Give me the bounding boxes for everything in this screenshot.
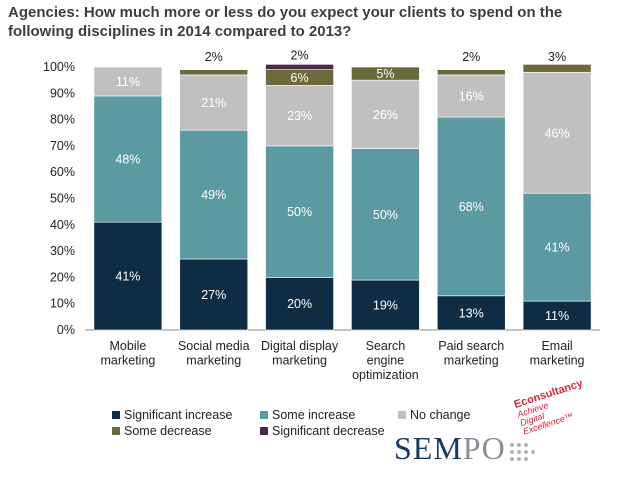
bar-segment [436,69,506,76]
bar-segment [522,300,592,331]
y-tick-label: 90% [50,86,75,100]
bar-segment [179,129,249,260]
legend-item: Significant increase [112,408,232,422]
bar-segment [265,277,334,331]
bar-segment [351,66,420,81]
bar-segment [436,295,506,331]
data-label: 26% [373,108,398,122]
y-tick-label: 70% [50,139,75,153]
legend-item: Some decrease [112,424,212,438]
y-tick-label: 20% [50,270,75,284]
x-tick-label: marketing [530,354,585,368]
data-label: 2% [291,48,309,62]
y-tick-label: 0% [57,323,75,337]
chart-title: Agencies: How much more or less do you e… [8,4,563,40]
data-label: 50% [287,205,312,219]
x-tick-label: marketing [100,354,155,368]
y-tick-label: 10% [50,297,75,311]
x-tick-label: Social media [178,339,250,353]
data-label: 6% [291,71,309,85]
legend-item: Significant decrease [260,424,385,438]
y-tick-label: 100% [43,60,75,74]
y-tick-label: 60% [50,165,75,179]
y-tick-label: 80% [50,113,75,127]
data-label: 46% [545,126,570,140]
data-label: 20% [287,297,312,311]
legend-swatch [112,411,120,419]
legend-label: Some decrease [124,424,212,438]
bar-segment [522,64,592,73]
sempo-logo-part1: SEM [394,430,463,466]
data-label: 3% [548,50,566,64]
data-label: 50% [373,208,398,222]
legend-item: No change [398,408,470,422]
sempo-logo: SEMPO [394,430,506,467]
bar-segment [93,66,163,97]
bar-segment [93,221,163,331]
data-label: 48% [115,153,140,167]
legend-label: Significant increase [124,408,233,422]
sempo-dots-icon [510,443,535,461]
legend-swatch [398,411,406,419]
stacked-bar-chart: 0% 10% 20% 30% 40% 50% 60% 70% 80% 90% 100% 41% 48% 1… [43,48,600,382]
data-label: 41% [115,270,140,284]
bar-segment [179,69,249,76]
data-label: 23% [287,109,312,123]
sempo-logo-part2: PO [462,430,506,466]
data-label: 16% [459,89,484,103]
legend-swatch [260,427,268,435]
legend-swatch [112,427,120,435]
x-tick-label: Email [541,339,572,353]
y-tick-label: 30% [50,244,75,258]
x-tick-label: optimization [352,368,419,382]
legend-item: Some increase [260,408,355,422]
bar-segment [179,258,249,331]
bar-segment [351,279,420,331]
bar-segment [179,74,249,131]
data-label: 41% [545,241,570,255]
legend-label: Some increase [272,408,356,422]
bar-segment [522,71,592,194]
data-label: 19% [373,299,398,313]
x-tick-label: Mobile [110,339,147,353]
data-label: 21% [201,96,226,110]
data-label: 5% [376,67,394,81]
y-tick-label: 50% [50,192,75,206]
legend-label: No change [410,408,471,422]
bar-segment [265,85,334,147]
bar-segment [351,79,420,149]
data-label: 2% [205,50,223,64]
x-tick-label: Search [366,339,406,353]
data-label: 2% [462,50,480,64]
bar-segment [351,148,420,281]
bar-segment [265,64,334,70]
x-tick-label: Paid search [438,339,504,353]
data-label: 27% [201,288,226,302]
data-label: 49% [201,188,226,202]
legend-swatch [260,411,268,419]
x-tick-label: marketing [186,354,241,368]
x-tick-label: marketing [272,354,327,368]
legend-label: Significant decrease [272,424,385,438]
data-label: 11% [116,75,140,89]
data-label: 11% [545,309,569,323]
y-tick-label: 40% [50,218,75,232]
x-tick-label: marketing [444,354,499,368]
bar-segment [265,145,334,278]
bar-segment [436,74,506,118]
data-label: 68% [459,200,484,214]
x-tick-label: Digital display [261,339,339,353]
bar-segment [436,116,506,297]
data-label: 13% [459,306,484,320]
x-tick-label: engine [367,354,405,368]
